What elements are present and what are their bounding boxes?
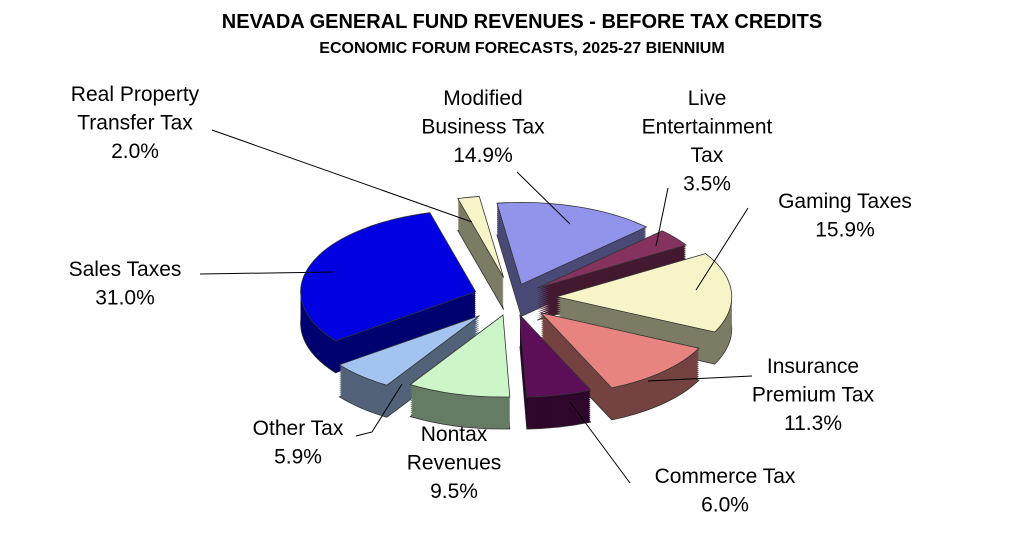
slice-top [496, 201, 648, 285]
slice-side [457, 220, 504, 302]
slice-label: Entertainment [642, 116, 773, 139]
slice-label: 31.0% [95, 287, 155, 310]
slice-side [457, 212, 504, 294]
leader-line [199, 271, 335, 275]
slice-side [457, 218, 504, 300]
slice-label: Sales Taxes [69, 258, 182, 281]
pie-slice-other-tax [338, 315, 480, 418]
pie-slice-real-property-transfer-tax [457, 196, 505, 310]
slice-side [457, 224, 504, 306]
slice-label: Revenues [407, 452, 502, 475]
slice-label: Premium Tax [752, 384, 875, 407]
slice-label: Business Tax [421, 116, 545, 139]
slice-label: 9.5% [430, 480, 478, 503]
leader-line [516, 171, 571, 225]
slice-top [539, 312, 700, 389]
slice-side [457, 216, 504, 298]
slice-label: 5.9% [274, 446, 322, 469]
slice-side [457, 226, 504, 308]
pie-slice-modified-business-tax [496, 201, 648, 317]
slice-label: Transfer Tax [77, 112, 193, 135]
leader-line [647, 375, 753, 382]
slice-side [457, 214, 504, 296]
slice-label: Other Tax [253, 417, 344, 440]
slice-label: Gaming Taxes [778, 190, 912, 213]
chart-subtitle: ECONOMIC FORUM FORECASTS, 2025-27 BIENNI… [319, 40, 724, 57]
leader-line [355, 383, 403, 437]
slice-top [409, 314, 511, 398]
pie-slices [300, 196, 733, 430]
slice-label: 2.0% [111, 140, 159, 163]
slice-side [457, 204, 504, 286]
slice-side [457, 210, 504, 292]
slice-top [300, 212, 477, 342]
slice-labels: Modified Business Tax 14.9% Live Entertainme… [69, 83, 912, 517]
slice-label: Live [688, 87, 727, 110]
leader-line [569, 401, 631, 484]
leader-line [655, 187, 669, 247]
slice-top [537, 230, 687, 289]
slice-top [338, 315, 480, 386]
pie-slice-gaming-taxes [556, 253, 733, 365]
slice-label: Insurance [767, 355, 859, 378]
slice-side [457, 202, 504, 284]
pie-slice-insurance-premium-tax [539, 312, 700, 421]
slice-label: Commerce Tax [655, 465, 796, 488]
slice-side [457, 222, 504, 304]
slice-top [519, 314, 592, 398]
slice-label: 3.5% [683, 173, 731, 196]
slice-label: Nontax [421, 423, 488, 446]
slice-label: Real Property [71, 83, 200, 106]
leader-line [695, 207, 749, 291]
pie-slice-nontax-revenues [409, 314, 511, 430]
slice-top [556, 253, 733, 333]
slice-label: 11.3% [784, 412, 842, 435]
slice-label: 14.9% [453, 144, 513, 167]
leader-lines [199, 129, 753, 484]
pie-slice-sales-taxes [300, 212, 477, 374]
slice-label: 15.9% [815, 219, 875, 242]
slice-label: Modified [443, 87, 522, 110]
slice-side [457, 208, 504, 290]
slice-label: Tax [691, 144, 724, 167]
slice-top [457, 196, 505, 278]
pie-slice-commerce-tax [519, 314, 592, 430]
leader-line [211, 129, 473, 223]
chart-title: NEVADA GENERAL FUND REVENUES - BEFORE TA… [222, 11, 822, 33]
slice-side [457, 206, 504, 288]
slice-label: 6.0% [701, 494, 749, 517]
